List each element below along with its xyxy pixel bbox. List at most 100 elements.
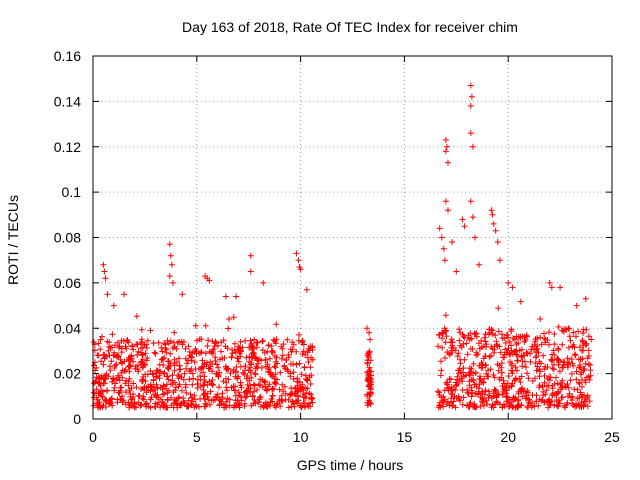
data-point: [148, 384, 155, 391]
data-point: [162, 341, 169, 348]
data-point: [489, 401, 496, 408]
data-point: [206, 401, 213, 408]
data-point: [202, 350, 209, 357]
data-point: [548, 284, 555, 291]
data-point: [467, 130, 474, 137]
data-point: [523, 349, 530, 356]
data-point: [273, 376, 280, 383]
data-point: [573, 402, 580, 409]
data-point: [441, 325, 448, 332]
data-point: [446, 375, 453, 382]
data-point: [485, 388, 492, 395]
data-point: [212, 393, 219, 400]
data-point: [245, 385, 252, 392]
data-point: [445, 207, 451, 214]
data-point: [482, 387, 489, 394]
data-point: [455, 393, 462, 400]
data-point: [161, 369, 168, 376]
data-point: [475, 388, 482, 395]
data-point: [281, 363, 288, 370]
data-point: [226, 316, 232, 322]
data-point: [298, 371, 305, 378]
data-point: [249, 392, 256, 399]
data-point: [308, 372, 315, 379]
data-point: [161, 340, 168, 347]
data-point: [251, 397, 258, 403]
data-point: [477, 373, 483, 380]
data-point: [159, 348, 166, 355]
data-point: [467, 345, 474, 352]
data-point: [540, 392, 547, 399]
data-point: [108, 396, 115, 403]
data-point: [303, 376, 310, 383]
data-point: [494, 239, 501, 245]
data-point: [551, 352, 558, 358]
data-point: [235, 400, 242, 406]
data-point: [297, 266, 304, 273]
data-point: [197, 383, 204, 390]
data-point: [367, 336, 374, 343]
data-point: [258, 364, 265, 371]
data-point: [582, 360, 589, 367]
data-point: [272, 381, 279, 387]
data-point: [476, 261, 483, 268]
data-point: [509, 284, 516, 291]
data-point: [138, 336, 145, 343]
data-point: [233, 293, 240, 300]
data-point: [236, 401, 243, 408]
data-point: [279, 352, 286, 359]
data-point: [157, 368, 164, 375]
data-point: [257, 403, 264, 410]
data-point: [184, 360, 191, 367]
x-tick-label: 20: [500, 429, 516, 445]
data-point: [99, 333, 105, 340]
data-point: [452, 379, 459, 386]
data-point: [126, 387, 133, 394]
data-point: [125, 382, 132, 389]
data-point: [165, 376, 172, 383]
data-point: [222, 293, 229, 300]
data-point: [496, 376, 503, 383]
data-point: [466, 336, 473, 343]
data-point: [152, 392, 159, 399]
data-point: [305, 359, 312, 365]
data-point: [472, 390, 479, 397]
data-point: [150, 340, 157, 347]
data-point: [477, 403, 484, 410]
data-point: [442, 355, 448, 361]
data-point: [136, 393, 143, 400]
data-point: [565, 384, 572, 391]
data-point: [169, 279, 176, 286]
data-point: [459, 331, 466, 338]
data-point: [492, 227, 499, 234]
data-point: [490, 371, 497, 378]
data-point: [237, 338, 244, 345]
data-point: [471, 401, 478, 407]
data-point: [252, 354, 259, 361]
data-point: [143, 357, 150, 364]
data-point: [529, 378, 536, 384]
data-point: [188, 357, 195, 364]
data-point: [450, 386, 456, 393]
data-point: [182, 381, 189, 388]
data-point: [364, 399, 371, 406]
data-point: [284, 366, 291, 373]
data-point: [576, 362, 583, 368]
data-point: [535, 402, 542, 409]
data-point: [133, 341, 140, 348]
data-point: [186, 368, 193, 374]
data-point: [488, 395, 495, 402]
data-point: [272, 404, 279, 411]
data-point: [290, 376, 297, 382]
data-point: [276, 386, 283, 393]
data-point: [544, 364, 551, 370]
data-point: [528, 346, 535, 353]
data-point: [499, 404, 506, 411]
data-point: [207, 388, 214, 395]
data-point: [185, 343, 192, 350]
data-point: [100, 261, 107, 268]
data-point: [126, 362, 133, 369]
data-point: [307, 364, 314, 371]
data-point: [279, 398, 286, 405]
data-point: [550, 366, 557, 373]
